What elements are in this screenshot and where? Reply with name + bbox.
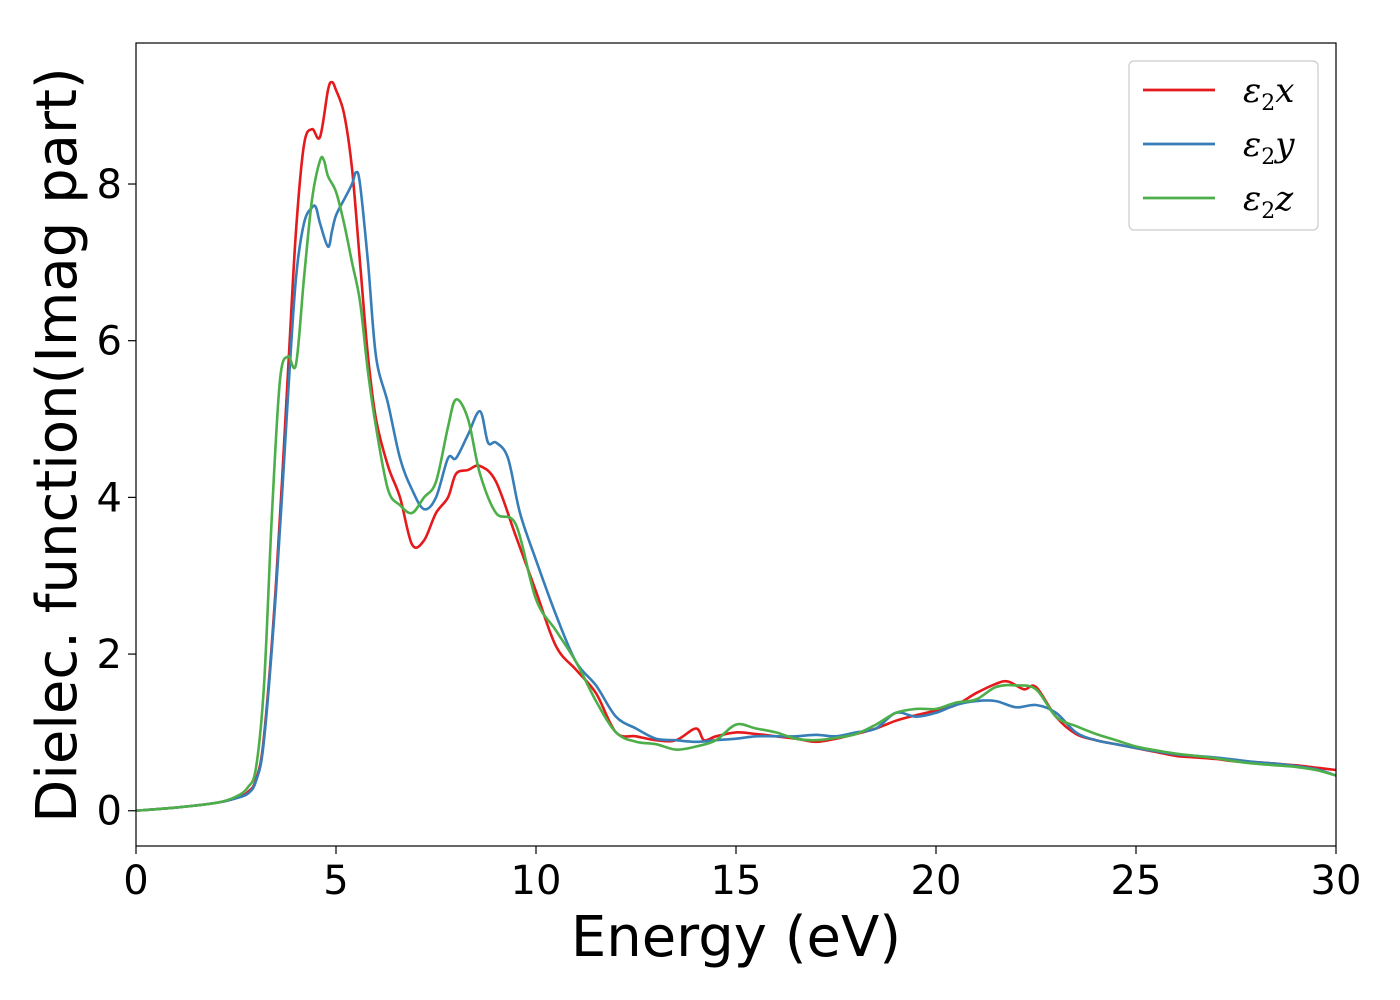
y-axis-label: Dielec. function(Imag part) (25, 67, 90, 823)
y-tick-label: 2 (97, 632, 122, 678)
legend: ε2x ε2y ε2z (1128, 60, 1319, 231)
x-tick-label: 15 (711, 858, 762, 904)
x-tick-label: 20 (911, 858, 962, 904)
y-tick-label: 8 (97, 162, 122, 208)
y-tick-label: 4 (97, 475, 122, 521)
x-tick-label: 10 (511, 858, 562, 904)
x-tick-label: 0 (123, 858, 148, 904)
x-tick-label: 5 (323, 858, 348, 904)
x-tick-label: 30 (1311, 858, 1362, 904)
legend-label: ε2x (1243, 71, 1294, 116)
y-tick-label: 6 (97, 319, 122, 365)
x-axis-label: Energy (eV) (571, 905, 901, 970)
x-axis: 0 5 10 15 20 25 30 (123, 846, 1361, 904)
y-axis: 0 2 4 6 8 (97, 162, 136, 835)
y-tick-label: 0 (97, 789, 122, 835)
legend-box (1128, 60, 1319, 231)
legend-label: ε2y (1243, 125, 1295, 170)
legend-label: ε2z (1243, 179, 1294, 224)
plot-lines (135, 80, 1337, 812)
x-tick-label: 25 (1111, 858, 1162, 904)
series-line-3 (135, 155, 1337, 812)
series-line-2 (135, 170, 1337, 812)
